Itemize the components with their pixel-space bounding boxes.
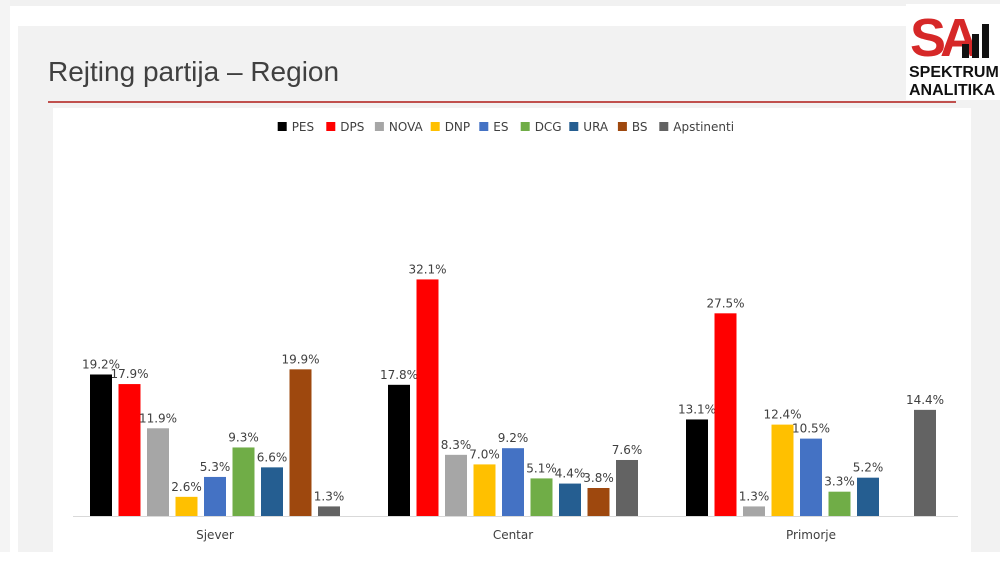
data-label-sjever-dnp: 2.6% xyxy=(171,480,202,494)
data-label-primorje-nova: 1.3% xyxy=(739,489,770,503)
bar-sjever-dcg xyxy=(232,447,255,516)
legend-swatch-ura xyxy=(569,122,579,131)
legend-swatch-dcg xyxy=(520,122,530,131)
data-label-sjever-apstinenti: 1.3% xyxy=(314,489,345,503)
legend-label-ura: URA xyxy=(583,120,609,134)
legend-label-dps: DPS xyxy=(340,120,364,134)
bar-centar-apstinenti xyxy=(616,459,638,516)
data-label-sjever-nova: 11.9% xyxy=(139,411,177,425)
top-band xyxy=(0,0,1000,6)
bar-primorje-apstinenti xyxy=(914,409,936,516)
brand-logo: SA SPEKTRUM ANALITIKA xyxy=(906,4,1000,100)
bar-primorje-es xyxy=(800,438,822,516)
legend-label-dnp: DNP xyxy=(445,120,470,134)
logo-mark: SA xyxy=(910,8,978,64)
legend-label-es: ES xyxy=(493,120,508,134)
bar-centar-dps xyxy=(416,279,439,516)
bar-chart: PES DPS NOVA DNP ES DCG URA BS Apstinenti19.2%17… xyxy=(73,120,958,542)
data-label-sjever-ura: 6.6% xyxy=(257,450,288,464)
data-label-centar-nova: 8.3% xyxy=(441,438,472,452)
bar-centar-nova xyxy=(445,454,467,516)
bar-sjever-es xyxy=(204,476,226,516)
logo-bar-2 xyxy=(972,34,979,58)
bar-primorje-dnp xyxy=(771,424,794,516)
bar-centar-es xyxy=(502,448,524,516)
data-label-sjever-dps: 17.9% xyxy=(110,367,148,381)
category-label-sjever: Sjever xyxy=(196,528,234,542)
legend-swatch-nova xyxy=(374,122,384,131)
legend-swatch-bs xyxy=(617,122,627,131)
category-label-centar: Centar xyxy=(493,528,533,542)
bar-centar-bs xyxy=(587,487,610,516)
legend-label-pes: PES xyxy=(292,120,314,134)
bar-sjever-dps xyxy=(118,384,141,516)
logo-mark-icon: SA xyxy=(910,8,989,64)
data-label-centar-apstinenti: 7.6% xyxy=(612,443,643,457)
bar-sjever-dnp xyxy=(175,496,198,516)
data-label-sjever-bs: 19.9% xyxy=(281,352,319,366)
bar-sjever-pes xyxy=(90,374,112,516)
chart-panel: PES DPS NOVA DNP ES DCG URA BS Apstinenti 19.2% 17… xyxy=(53,108,971,554)
data-label-centar-bs: 3.8% xyxy=(583,471,614,485)
bar-primorje-pes xyxy=(686,419,708,516)
bar-primorje-ura xyxy=(857,477,879,516)
legend-label-nova: NOVA xyxy=(389,120,424,134)
legend-swatch-apstinenti xyxy=(659,122,669,131)
bar-sjever-bs xyxy=(289,369,312,516)
data-label-centar-dnp: 7.0% xyxy=(469,447,500,461)
legend-label-dcg: DCG xyxy=(535,120,562,134)
slide-title: Rejting partija – Region xyxy=(48,56,340,87)
data-label-sjever-dcg: 9.3% xyxy=(228,430,259,444)
data-label-primorje-apstinenti: 14.4% xyxy=(906,393,944,407)
bar-centar-dnp xyxy=(473,464,496,516)
legend-label-bs: BS xyxy=(632,120,648,134)
data-label-primorje-dnp: 12.4% xyxy=(763,408,801,422)
legend-label-apstinenti: Apstinenti xyxy=(673,120,734,134)
legend-swatch-dps xyxy=(326,122,336,131)
data-label-sjever-pes: 19.2% xyxy=(82,357,120,371)
bar-sjever-apstinenti xyxy=(318,506,340,516)
legend-swatch-es xyxy=(479,122,489,131)
bottom-band xyxy=(0,552,1000,570)
bar-primorje-dcg xyxy=(828,491,851,516)
data-label-primorje-ura: 5.2% xyxy=(853,461,884,475)
bar-primorje-dps xyxy=(714,313,737,516)
bar-sjever-nova xyxy=(147,428,169,516)
data-label-centar-es: 9.2% xyxy=(498,431,529,445)
legend-swatch-pes xyxy=(277,122,287,131)
logo-line-1: SPEKTRUM xyxy=(909,64,999,81)
data-label-centar-dps: 32.1% xyxy=(408,262,446,276)
data-label-primorje-dcg: 3.3% xyxy=(824,475,855,489)
bar-centar-pes xyxy=(388,384,410,516)
logo-line-2: ANALITIKA xyxy=(909,82,996,99)
bar-primorje-nova xyxy=(743,506,765,516)
bar-centar-dcg xyxy=(530,478,553,516)
data-label-centar-pes: 17.8% xyxy=(380,368,418,382)
bar-centar-ura xyxy=(559,483,581,516)
data-label-primorje-es: 10.5% xyxy=(792,422,830,436)
data-label-primorje-pes: 13.1% xyxy=(678,402,716,416)
left-band xyxy=(0,0,10,570)
data-label-centar-ura: 4.4% xyxy=(555,467,586,481)
data-label-primorje-dps: 27.5% xyxy=(706,296,744,310)
logo-bar-3 xyxy=(982,24,989,58)
title-underline xyxy=(48,101,956,103)
legend-swatch-dnp xyxy=(430,122,440,131)
data-label-centar-dcg: 5.1% xyxy=(526,461,557,475)
category-label-primorje: Primorje xyxy=(786,528,836,542)
logo-bar-1 xyxy=(962,44,969,58)
data-label-sjever-es: 5.3% xyxy=(200,460,231,474)
bar-sjever-ura xyxy=(261,467,283,516)
